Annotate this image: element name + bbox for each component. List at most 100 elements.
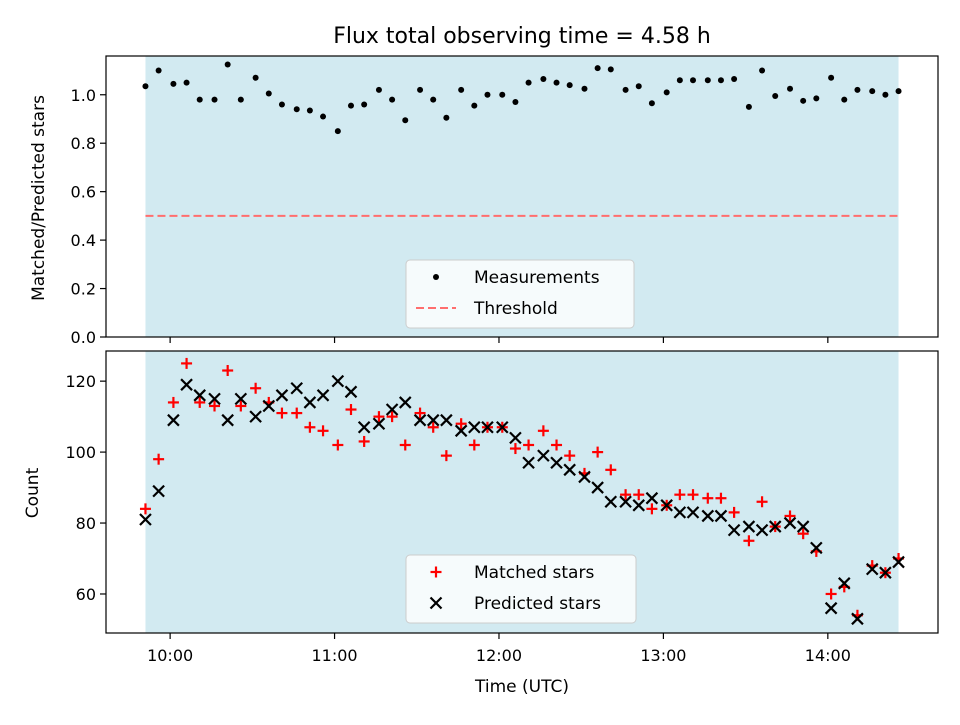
measurement-point <box>320 113 327 120</box>
matched-star-point <box>414 407 426 419</box>
measurement-point <box>471 102 478 109</box>
x-b <box>645 491 659 505</box>
matched-star-point <box>317 425 329 437</box>
measurement-point <box>211 96 218 103</box>
matched-star-point <box>756 496 768 508</box>
x-b <box>701 509 715 523</box>
legend-measurements-marker <box>433 274 439 280</box>
matched-star-point <box>181 357 193 369</box>
x-b <box>673 506 687 519</box>
predicted-star-point <box>468 420 481 434</box>
matched-star-point <box>427 421 439 433</box>
predicted-star-point <box>604 495 618 509</box>
matched-star-point <box>386 411 398 423</box>
x-b <box>578 470 591 484</box>
x-b <box>357 420 371 434</box>
measurement-point <box>772 92 779 99</box>
predicted-star-point <box>837 577 851 590</box>
matched-star-point <box>291 407 303 419</box>
predicted-star-point <box>262 399 276 413</box>
x-b <box>632 499 646 512</box>
measurement-point <box>759 67 766 74</box>
measurement-point <box>841 96 848 103</box>
predicted-star-point <box>578 470 591 484</box>
predicted-star-point <box>398 396 412 409</box>
x-b <box>660 499 673 512</box>
x-b <box>413 413 427 427</box>
predicted-star-point <box>372 417 386 430</box>
measurement-point <box>690 77 697 84</box>
x-b <box>481 420 494 434</box>
x-b <box>440 413 453 427</box>
measurement-point <box>443 114 450 121</box>
matched-star-point <box>702 492 714 504</box>
predicted-star-point <box>509 431 522 445</box>
legend-label: Matched stars <box>474 563 594 583</box>
measurement-point <box>854 86 861 93</box>
matched-star-point <box>194 396 206 408</box>
matched-star-point <box>276 407 288 419</box>
matched-star-point <box>345 404 357 416</box>
x-b <box>550 456 563 470</box>
predicted-star-point <box>316 389 330 402</box>
measurement-point <box>895 88 902 95</box>
x-b <box>796 520 810 533</box>
measurement-point <box>622 86 629 93</box>
x-b <box>290 381 304 395</box>
bottom-y-tick-label: 80 <box>76 514 96 533</box>
x-b <box>429 596 443 610</box>
measurement-point <box>525 79 532 86</box>
x-tick-label: 14:00 <box>805 646 851 665</box>
predicted-star-point <box>645 491 659 505</box>
x-b <box>331 374 345 388</box>
legend-predicted-marker <box>429 596 443 610</box>
legend-label: Predicted stars <box>474 594 601 614</box>
measurement-point <box>389 96 396 103</box>
bottom-y-axis-label: Count <box>23 467 43 518</box>
matched-star-point <box>592 446 604 458</box>
legend-matched-marker <box>430 566 442 578</box>
measurement-point <box>196 96 203 103</box>
predicted-star-point <box>701 509 715 523</box>
x-b <box>619 495 632 509</box>
x-b <box>344 385 358 399</box>
x-b <box>537 449 550 462</box>
predicted-star-point <box>426 413 440 427</box>
predicted-star-point <box>714 509 728 523</box>
matched-star-point <box>551 439 563 451</box>
matched-star-point <box>509 443 521 455</box>
predicted-star-point <box>892 555 905 569</box>
top-y-tick-label: 0.4 <box>71 231 96 250</box>
predicted-star-point <box>208 392 221 406</box>
measurement-point <box>224 61 231 68</box>
measurement-point <box>594 65 601 72</box>
matched-star-point <box>373 411 385 423</box>
x-b <box>727 523 741 537</box>
bottom-y-tick-label: 120 <box>65 372 96 391</box>
predicted-star-point <box>331 374 345 388</box>
measurement-point <box>170 80 177 87</box>
predicted-star-point <box>495 420 509 434</box>
legend-label: Threshold <box>473 299 558 319</box>
measurement-point <box>293 106 300 113</box>
bottom-axes-frame <box>105 350 939 634</box>
x-b <box>262 399 276 413</box>
matched-star-point <box>235 400 247 412</box>
predicted-star-point <box>632 499 646 512</box>
matched-star-point <box>455 418 467 430</box>
x-b <box>180 378 193 391</box>
measurement-point <box>607 66 614 73</box>
x-b <box>468 420 481 434</box>
x-b <box>522 456 535 470</box>
measurement-point <box>787 85 794 92</box>
top-y-tick-label: 0.2 <box>71 280 96 299</box>
predicted-star-point <box>537 449 550 462</box>
top-panel-legend: Measurements Threshold <box>405 259 635 329</box>
x-b <box>851 612 864 626</box>
measurement-point <box>553 79 560 86</box>
measurement-point <box>566 82 573 89</box>
measurement-point <box>581 85 588 92</box>
predicted-star-point <box>591 481 604 494</box>
matched-star-point <box>564 450 576 462</box>
